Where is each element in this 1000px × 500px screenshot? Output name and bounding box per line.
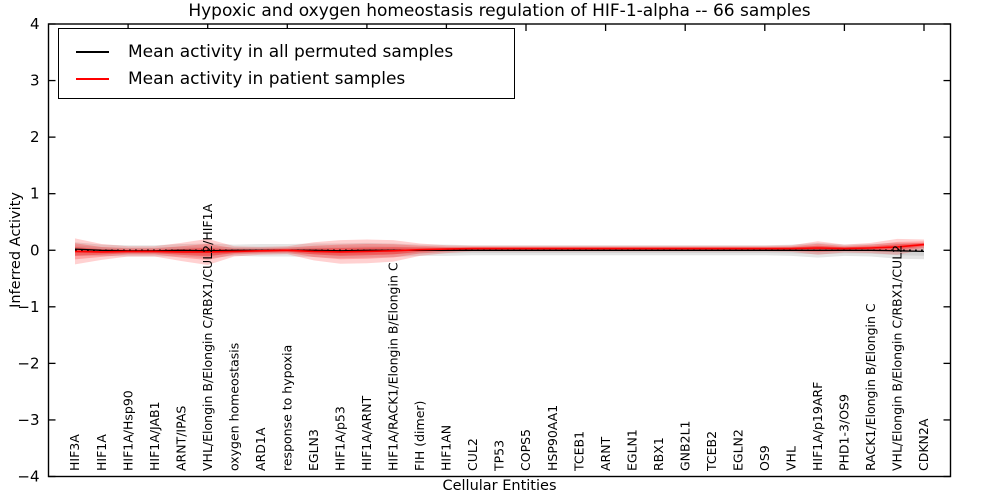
x-category-label: HIF1A/JAB1 (147, 401, 162, 471)
legend: Mean activity in all permuted samples Me… (58, 28, 515, 99)
x-category-label: CUL2 (465, 438, 480, 471)
y-tick-label: −2 (17, 354, 39, 372)
y-tick-label: 0 (30, 241, 40, 259)
y-tick-label: −4 (17, 468, 39, 486)
legend-label-permuted: Mean activity in all permuted samples (128, 41, 454, 62)
x-category-label: RACK1/Elongin B/Elongin C (863, 303, 878, 471)
x-category-label: OS9 (757, 445, 772, 471)
legend-label-patient: Mean activity in patient samples (128, 68, 406, 89)
y-tick-label: −3 (17, 411, 39, 429)
x-category-label: oxygen homeostasis (226, 343, 241, 471)
x-category-label: HIF3A (67, 434, 82, 471)
x-category-label: TCEB1 (571, 431, 586, 472)
x-category-label: HIF1A/ARNT (359, 395, 374, 471)
x-category-label: EGLN3 (306, 429, 321, 471)
legend-line-swatch-patient (76, 77, 109, 80)
x-category-label: RBX1 (651, 437, 666, 471)
x-category-label: HIF1AN (439, 425, 454, 471)
x-category-label: ARNT (598, 436, 613, 471)
x-category-label: HIF1A/p53 (333, 406, 348, 471)
permuted-mean-line (74, 248, 925, 253)
y-tick-label: 3 (30, 72, 40, 90)
x-category-label: CDKN2A (916, 418, 931, 471)
x-category-label: VHL/Elongin B/Elongin C/RBX1/CUL2 (890, 245, 905, 471)
y-tick-label: 2 (30, 128, 40, 146)
x-category-label: HIF1A/Hsp90 (120, 390, 135, 471)
x-category-label: response to hypoxia (280, 345, 295, 471)
x-category-label: HSP90AA1 (545, 405, 560, 471)
x-category-label: GNB2L1 (677, 421, 692, 471)
x-category-label: ARNT/IPAS (173, 406, 188, 471)
chart-title: Hypoxic and oxygen homeostasis regulatio… (188, 1, 811, 21)
legend-item-patient: Mean activity in patient samples (76, 65, 514, 92)
y-tick-label: 1 (30, 185, 40, 203)
x-category-label: TP53 (492, 440, 507, 472)
x-category-label: HIF1A/p19ARF (810, 382, 825, 471)
x-category-label: EGLN2 (731, 429, 746, 471)
patient-mean-line (74, 243, 925, 253)
x-axis-label: Cellular Entities (442, 478, 557, 494)
x-category-label: COPS5 (518, 429, 533, 471)
legend-item-permuted: Mean activity in all permuted samples (76, 38, 514, 65)
x-category-label: PHD1-3/OS9 (837, 394, 852, 471)
x-category-label: VHL/Elongin B/Elongin C/RBX1/CUL2/HIF1A (200, 203, 215, 471)
x-category-label: HIF1A (94, 434, 109, 471)
legend-line-swatch-permuted (76, 50, 109, 53)
x-category-label: TCEB2 (704, 431, 719, 472)
x-category-label: EGLN1 (624, 429, 639, 471)
x-category-label: ARD1A (253, 427, 268, 471)
x-category-label: FIH (dimer) (412, 401, 427, 471)
x-category-label: HIF1A/RACK1/Elongin B/Elongin C (386, 262, 401, 471)
x-category-label: VHL (784, 446, 799, 471)
y-tick-label: −1 (17, 298, 39, 316)
y-tick-label: 4 (30, 15, 40, 33)
